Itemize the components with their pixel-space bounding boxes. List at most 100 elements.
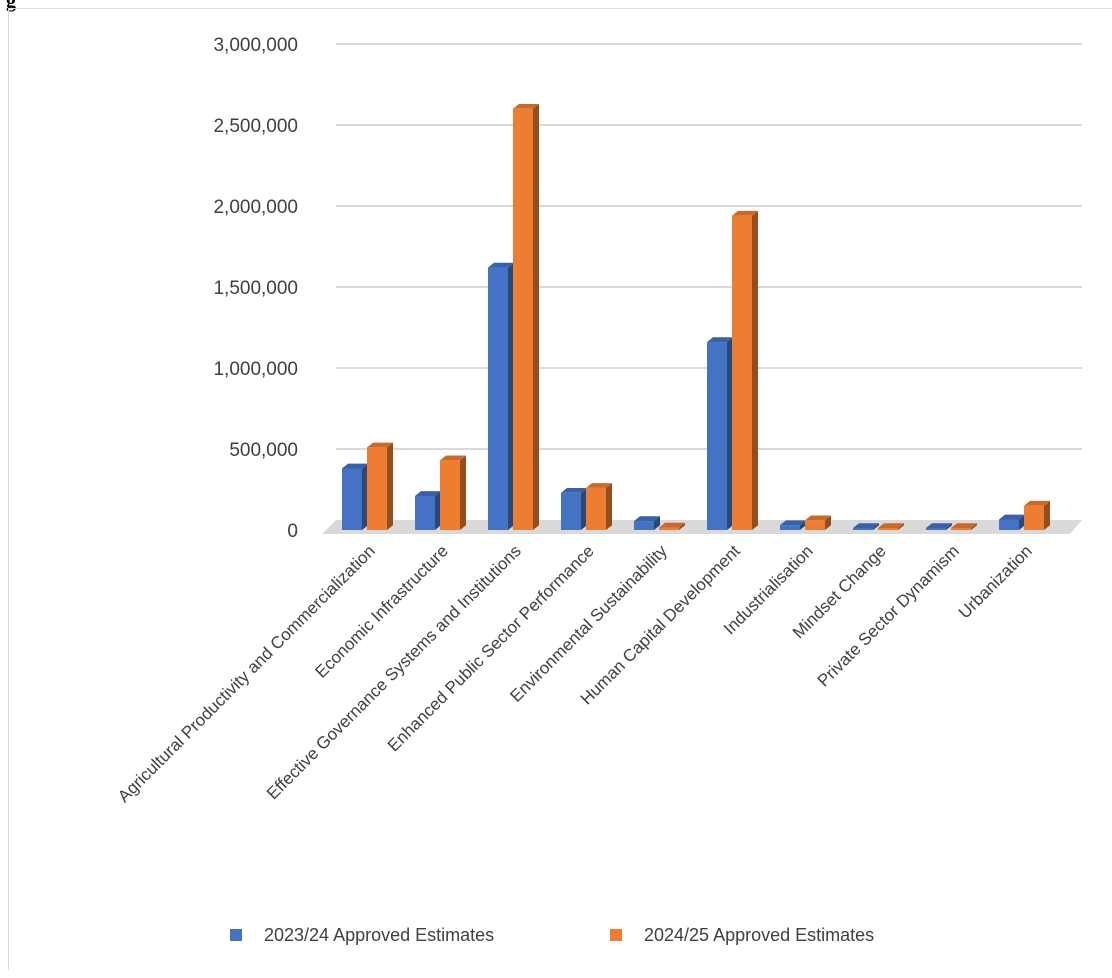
bar-front	[732, 215, 752, 530]
bar-side	[679, 522, 685, 530]
y-tick-label: 1,500,000	[213, 278, 298, 299]
bar	[951, 523, 977, 530]
bar	[488, 262, 514, 530]
bar	[732, 210, 758, 531]
bar	[707, 337, 733, 530]
bar-front	[367, 447, 387, 530]
bar	[367, 442, 393, 530]
legend-item: 2024/25 Approved Estimates	[610, 925, 874, 945]
bar	[513, 104, 539, 531]
bar	[342, 463, 368, 530]
x-tick-label: Effective Governance Systems and Institu…	[263, 541, 525, 803]
bar-front	[805, 520, 825, 530]
y-tick-label: 3,000,000	[213, 35, 298, 56]
bar-front	[415, 495, 435, 530]
bar-side	[873, 523, 879, 530]
x-tick-label: Urbanization	[955, 541, 1036, 622]
bar-top	[586, 483, 612, 488]
bar-front	[999, 519, 1019, 530]
bar-front	[951, 528, 971, 530]
legend-swatch	[230, 929, 242, 941]
bar	[561, 487, 587, 530]
bar	[440, 455, 466, 530]
bar-side	[387, 442, 393, 530]
bar-front	[1024, 505, 1044, 530]
bar-side	[752, 210, 758, 531]
bar	[659, 522, 685, 530]
bar-side	[606, 483, 612, 530]
bar	[634, 516, 660, 530]
bar-top	[951, 523, 977, 528]
bar-top	[926, 523, 952, 528]
bar-front	[659, 527, 679, 530]
bar	[926, 523, 952, 530]
bar-top	[999, 514, 1025, 520]
bar-side	[727, 337, 733, 530]
bar-front	[878, 528, 898, 530]
x-tick-label: Environmental Sustainability	[506, 541, 671, 706]
bar-top	[878, 523, 904, 528]
bar-front	[513, 108, 533, 531]
bar-side	[654, 516, 660, 530]
x-tick-label: Agricultural Productivity and Commercial…	[114, 541, 379, 806]
bar-side	[971, 523, 977, 530]
bar	[878, 523, 904, 530]
bar-front	[853, 528, 873, 530]
legend-label: 2023/24 Approved Estimates	[264, 925, 494, 945]
bar-side	[946, 523, 952, 530]
bar	[586, 483, 612, 530]
legend-swatch	[610, 929, 622, 941]
bar-side	[460, 455, 466, 530]
bar-front	[707, 342, 727, 530]
bar-front	[561, 492, 581, 530]
bar-side	[1019, 514, 1025, 530]
y-tick-label: 500,000	[229, 440, 298, 461]
bar	[805, 515, 831, 530]
x-tick-label: Private Sector Dynamism	[814, 541, 963, 690]
legend-item: 2023/24 Approved Estimates	[230, 925, 494, 945]
bar-top	[415, 491, 441, 496]
bar-side	[800, 520, 806, 530]
bar-top	[634, 516, 660, 522]
bar	[780, 520, 806, 530]
bar-side	[898, 523, 904, 530]
legend-label: 2024/25 Approved Estimates	[644, 925, 874, 945]
bar-top	[659, 522, 685, 528]
bar-side	[825, 515, 831, 530]
y-tick-label: 2,000,000	[213, 197, 298, 218]
bar-top	[732, 210, 758, 216]
bar	[999, 514, 1025, 530]
bar-front	[634, 521, 654, 530]
bar-front	[440, 460, 460, 530]
bar	[1024, 500, 1050, 530]
bar-top	[513, 104, 539, 109]
bar-front	[586, 487, 606, 530]
x-tick-label: Economic Infrastructure	[311, 541, 451, 681]
legend: 2023/24 Approved Estimates 2024/25 Approv…	[230, 925, 874, 945]
bar-side	[435, 491, 441, 530]
bar-side	[581, 487, 587, 530]
x-axis: Agricultural Productivity and Commercial…	[114, 541, 1036, 806]
bar-side	[1044, 500, 1050, 530]
bar-front	[342, 468, 362, 530]
bar	[853, 523, 879, 530]
bar-top	[780, 520, 806, 526]
bar-top	[440, 455, 466, 461]
y-axis: 0 500,000 1,000,000 1,500,000 2,000,000 2,500…	[213, 35, 298, 542]
bar-top	[367, 442, 393, 448]
bar-top	[488, 262, 514, 268]
y-tick-label: 0	[287, 521, 298, 542]
bar-top	[853, 523, 879, 528]
bar-top	[1024, 500, 1050, 506]
y-tick-label: 1,000,000	[213, 359, 298, 380]
y-tick-label: 2,500,000	[213, 116, 298, 137]
bar-side	[508, 262, 514, 530]
header-fragment-text: g	[6, 0, 16, 12]
bar-top	[561, 487, 587, 493]
bar-front	[780, 525, 800, 530]
bar-top	[805, 515, 831, 521]
chart-frame	[8, 8, 1112, 970]
bar	[415, 491, 441, 530]
bar-side	[362, 463, 368, 530]
